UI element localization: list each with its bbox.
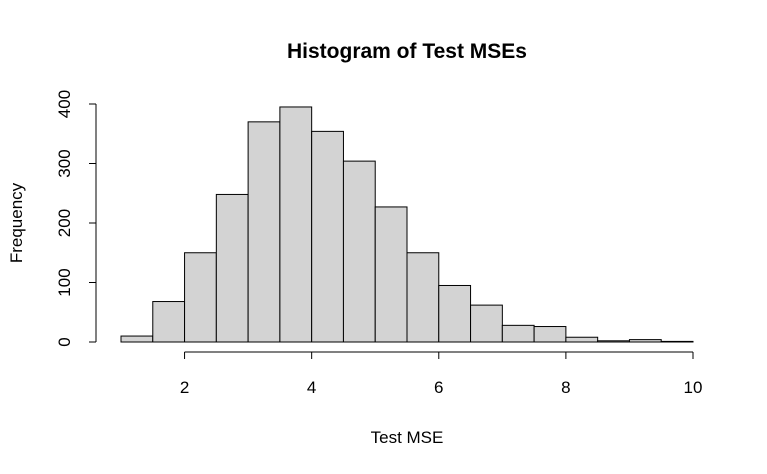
histogram-bar-0 [120, 335, 154, 343]
x-tick-label-4: 10 [684, 378, 703, 397]
y-axis-label: Frequency [7, 182, 26, 263]
histogram-bar-16 [628, 339, 662, 343]
histogram-bar-3 [215, 193, 249, 343]
x-axis-label: Test MSE [371, 428, 444, 447]
histogram-bar-2 [184, 252, 217, 343]
y-tick-label-1: 100 [55, 268, 74, 296]
x-tick-label-0: 2 [180, 378, 189, 397]
histogram-bar-12 [501, 324, 535, 343]
bars-group [120, 106, 694, 343]
x-tick-label-1: 4 [307, 378, 316, 397]
histogram-bar-6 [311, 130, 344, 343]
y-axis: 0 100 200 300 400 [55, 90, 97, 347]
histogram-bar-10 [438, 284, 472, 343]
histogram-bar-8 [374, 206, 408, 343]
x-tick-label-2: 6 [434, 378, 443, 397]
histogram-bar-15 [597, 340, 630, 343]
y-tick-label-0: 0 [55, 337, 74, 346]
y-tick-label-4: 400 [55, 90, 74, 118]
histogram-bar-9 [406, 252, 440, 343]
histogram-bar-11 [470, 304, 503, 343]
histogram-bar-1 [152, 301, 186, 343]
histogram-bar-5 [279, 106, 313, 343]
y-tick-label-3: 300 [55, 149, 74, 177]
histogram-bar-4 [247, 121, 281, 343]
x-axis: 2 4 6 8 10 [180, 351, 703, 397]
histogram-bar-13 [533, 326, 567, 343]
chart-title: Histogram of Test MSEs [287, 40, 527, 63]
y-tick-label-2: 200 [55, 209, 74, 237]
histogram-bar-14 [565, 336, 599, 343]
histogram-bar-7 [342, 160, 376, 343]
x-tick-label-3: 8 [561, 378, 570, 397]
histogram-bar-17 [660, 340, 694, 343]
